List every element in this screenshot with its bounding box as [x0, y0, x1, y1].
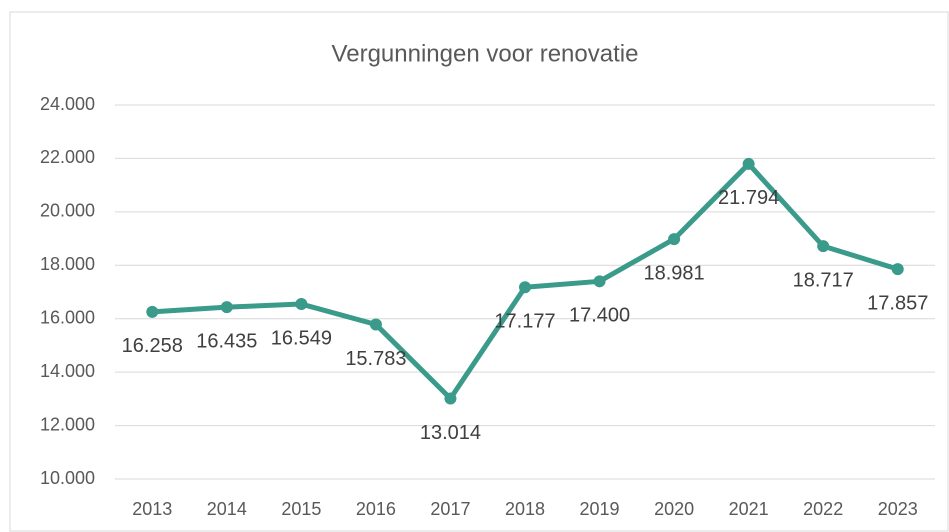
data-label: 16.435 — [196, 330, 257, 352]
x-tick-label: 2020 — [654, 499, 694, 519]
marker — [220, 301, 233, 314]
y-tick-label: 12.000 — [40, 414, 95, 434]
data-label: 18.981 — [644, 262, 705, 284]
data-label: 16.549 — [271, 327, 332, 349]
marker — [593, 275, 606, 288]
x-tick-label: 2013 — [132, 499, 172, 519]
y-tick-label: 16.000 — [40, 307, 95, 327]
marker — [742, 157, 755, 170]
y-tick-label: 20.000 — [40, 201, 95, 221]
y-tick-label: 22.000 — [40, 147, 95, 167]
x-tick-label: 2016 — [356, 499, 396, 519]
data-label: 17.857 — [867, 292, 928, 314]
marker — [668, 233, 681, 246]
marker — [817, 240, 830, 253]
data-label: 15.783 — [345, 348, 406, 370]
marker — [444, 392, 457, 405]
x-tick-label: 2022 — [803, 499, 843, 519]
marker — [146, 305, 159, 318]
marker — [891, 263, 904, 276]
marker — [295, 298, 308, 311]
x-tick-label: 2014 — [207, 499, 247, 519]
y-tick-label: 18.000 — [40, 254, 95, 274]
data-label: 17.177 — [494, 311, 555, 333]
x-tick-label: 2018 — [505, 499, 545, 519]
x-tick-label: 2015 — [281, 499, 321, 519]
data-label: 13.014 — [420, 422, 481, 444]
marker — [369, 318, 382, 331]
x-tick-label: 2017 — [430, 499, 470, 519]
marker — [519, 281, 531, 294]
x-tick-label: 2021 — [729, 499, 769, 519]
chart-title: Vergunningen voor renovatie — [332, 40, 639, 67]
data-label: 21.794 — [718, 187, 779, 209]
x-tick-label: 2019 — [580, 499, 620, 519]
data-label: 17.400 — [569, 305, 630, 327]
data-label: 16.258 — [122, 335, 183, 357]
chart-frame — [9, 11, 949, 532]
y-tick-label: 14.000 — [40, 361, 95, 381]
y-tick-label: 10.000 — [40, 468, 95, 488]
x-tick-label: 2023 — [878, 499, 918, 519]
data-label: 18.717 — [793, 269, 854, 291]
y-tick-label: 24.000 — [40, 94, 95, 114]
